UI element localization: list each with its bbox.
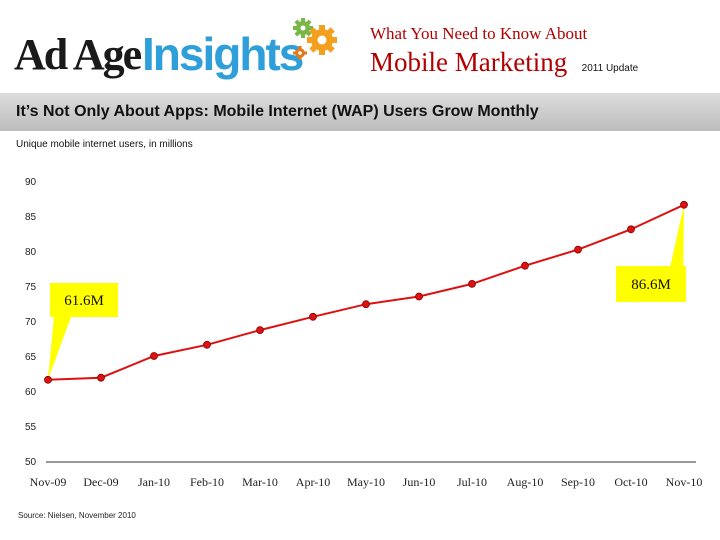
logo-ad-age: Ad Age [14, 30, 142, 79]
callout-label-0: 61.6M [64, 293, 104, 309]
y-tick-label-75: 75 [25, 282, 37, 293]
headline-line2-row: Mobile Marketing 2011 Update [370, 47, 710, 78]
x-tick-label-feb-10: Feb-10 [190, 475, 224, 489]
slide-title: It’s Not Only About Apps: Mobile Interne… [16, 103, 539, 120]
slide-header: What You Need to Know About Mobile Marke… [370, 24, 710, 78]
headline-line2: Mobile Marketing [370, 47, 568, 77]
x-tick-label-may-10: May-10 [347, 475, 385, 489]
y-tick-label-50: 50 [25, 457, 37, 468]
update-label: 2011 Update [581, 63, 639, 74]
gears-icon [293, 18, 337, 60]
y-tick-label-55: 55 [25, 422, 37, 433]
x-tick-label-dec-09: Dec-09 [83, 475, 118, 489]
data-point-feb-10 [203, 340, 211, 349]
chart-subtitle: Unique mobile internet users, in million… [16, 139, 193, 150]
headline-line1: What You Need to Know About [370, 24, 588, 43]
x-tick-label-jun-10: Jun-10 [403, 475, 436, 489]
x-tick-label-aug-10: Aug-10 [507, 475, 544, 489]
data-point-dec-09 [97, 373, 105, 382]
source-note: Source: Nielsen, November 2010 [18, 511, 136, 520]
x-tick-label-mar-10: Mar-10 [242, 475, 278, 489]
ad-age-insights-logo: Ad Age Insights [14, 14, 344, 84]
y-tick-label-60: 60 [25, 387, 37, 398]
data-point-oct-10 [627, 225, 635, 234]
x-tick-label-jan-10: Jan-10 [138, 475, 170, 489]
x-tick-label-sep-10: Sep-10 [561, 475, 595, 489]
x-tick-label-nov-09: Nov-09 [30, 475, 67, 489]
data-point-jul-10 [468, 279, 476, 288]
x-tick-label-oct-10: Oct-10 [614, 475, 647, 489]
y-tick-label-90: 90 [25, 177, 37, 188]
data-point-nov-09 [44, 375, 52, 384]
y-tick-label-70: 70 [25, 317, 37, 328]
x-tick-label-jul-10: Jul-10 [457, 475, 487, 489]
series-line [47, 203, 685, 381]
y-tick-label-85: 85 [25, 212, 37, 223]
data-point-may-10 [362, 300, 370, 309]
y-tick-label-65: 65 [25, 352, 37, 363]
title-band: It’s Not Only About Apps: Mobile Interne… [0, 93, 720, 131]
data-point-jun-10 [415, 292, 423, 301]
callout-box-12 [616, 266, 686, 302]
data-point-sep-10 [574, 245, 582, 254]
x-tick-label-apr-10: Apr-10 [296, 475, 330, 489]
data-point-jan-10 [150, 352, 158, 360]
callout-label-12: 86.6M [631, 277, 671, 293]
data-point-nov-10 [680, 200, 688, 209]
callout-box-0 [50, 283, 118, 317]
data-point-apr-10 [309, 312, 317, 321]
data-point-aug-10 [521, 261, 529, 270]
callout-pointer-0 [48, 306, 75, 380]
y-tick-label-80: 80 [25, 247, 37, 258]
logo-insights: Insights [142, 28, 304, 80]
x-tick-label-nov-10: Nov-10 [666, 475, 703, 489]
data-point-mar-10 [256, 326, 264, 335]
